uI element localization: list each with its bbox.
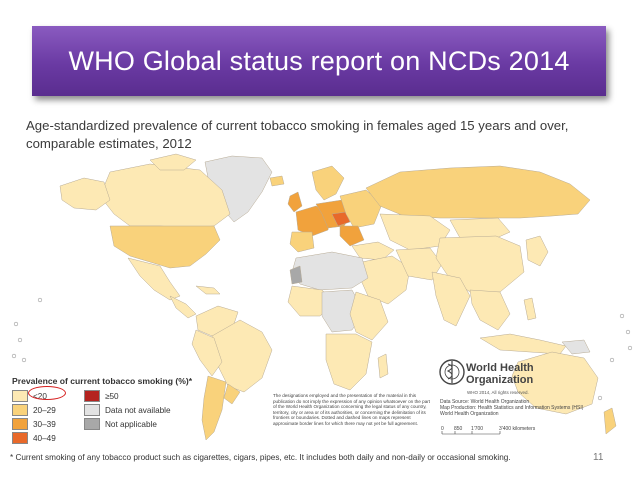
usa <box>109 225 221 269</box>
source-line: Map Production: Health Statistics and In… <box>440 405 584 411</box>
legend-swatch-not-applicable <box>84 418 100 430</box>
legend-label: Not applicable <box>105 419 157 429</box>
canada-north-islands <box>149 153 197 171</box>
east-africa <box>349 291 389 341</box>
lt20-highlight-circle <box>28 386 66 400</box>
scale-tick: 850 <box>454 426 463 432</box>
philippines <box>523 297 537 321</box>
who-rights: WHO 2014, All rights reserved. <box>467 390 529 395</box>
korea-japan <box>525 235 549 267</box>
source-line: World Health Organization <box>440 411 499 417</box>
southern-africa <box>325 333 373 391</box>
who-name: World Health Organization <box>466 362 534 386</box>
small-island-marker <box>13 321 19 327</box>
small-island-marker <box>37 297 43 303</box>
peru-bolivia <box>191 329 223 377</box>
source-line: Data Source: World Health Organization <box>440 399 530 405</box>
balkans <box>339 225 365 247</box>
indonesia <box>479 333 567 355</box>
small-island-marker <box>17 337 23 343</box>
legend-swatch-20-29 <box>12 404 28 416</box>
legend-label: 20–29 <box>33 405 56 415</box>
russia <box>365 165 591 219</box>
scale-tick: 0 <box>441 426 444 432</box>
legend-swatch-not-available <box>84 404 100 416</box>
india <box>431 271 471 327</box>
iberia <box>289 231 315 253</box>
map-disclaimer: The designations employed and the presen… <box>273 393 431 426</box>
new-zealand <box>603 407 617 435</box>
page-number: 11 <box>593 452 604 463</box>
legend-label: 40–49 <box>33 433 56 443</box>
small-island-marker <box>627 345 633 351</box>
austria-hungary <box>331 211 351 227</box>
png <box>561 339 591 355</box>
small-island-marker <box>619 313 625 319</box>
legend-label: Data not available <box>105 405 171 415</box>
map-source: Data Source: World Health Organization M… <box>440 399 620 417</box>
southern-cone <box>223 383 241 405</box>
small-island-marker <box>625 329 631 335</box>
legend-swatch-ge50 <box>84 390 100 402</box>
legend-label: ≥50 <box>105 391 119 401</box>
western-sahara <box>289 265 303 285</box>
small-island-marker <box>597 395 603 401</box>
legend-item-30-39: 30–39 <box>12 418 56 430</box>
argentina-chile <box>201 375 227 441</box>
eastern-europe <box>339 189 383 229</box>
map-heading: Age-standardized prevalence of current t… <box>26 118 569 151</box>
north-africa <box>291 251 369 291</box>
small-island-marker <box>21 357 27 363</box>
caribbean <box>195 285 221 295</box>
legend-swatch-lt20 <box>12 390 28 402</box>
legend-swatch-30-39 <box>12 418 28 430</box>
scandinavia <box>311 165 345 201</box>
turkey-caucasus <box>351 241 395 261</box>
legend-item-40-49: 40–49 <box>12 432 56 444</box>
who-logo-icon <box>439 359 465 385</box>
legend-item-ge50: ≥50 <box>84 390 119 402</box>
legend-item-not-available: Data not available <box>84 404 171 416</box>
scale-tick: 1'700 <box>471 426 484 432</box>
madagascar <box>377 353 389 379</box>
small-island-marker <box>11 353 17 359</box>
legend-title: Prevalence of current tobacco smoking (%… <box>12 376 193 386</box>
iran-afghanistan <box>395 247 443 281</box>
alaska <box>59 177 111 211</box>
uk-ireland <box>287 191 303 213</box>
small-island-marker <box>609 357 615 363</box>
southeast-asia <box>469 289 511 331</box>
legend-label: 30–39 <box>33 419 56 429</box>
legend-swatch-40-49 <box>12 432 28 444</box>
australia <box>511 351 599 415</box>
mexico <box>127 257 181 301</box>
title-banner: WHO Global status report on NCDs 2014 <box>32 26 606 96</box>
mongolia <box>449 217 511 241</box>
legend-item-20-29: 20–29 <box>12 404 56 416</box>
slide-title: WHO Global status report on NCDs 2014 <box>68 45 570 76</box>
scale-tick: 3'400 kilometers <box>499 426 536 432</box>
central-america <box>169 295 197 319</box>
brazil <box>211 319 273 393</box>
iceland <box>269 175 285 187</box>
who-name-line1: World Health <box>466 362 534 374</box>
legend-item-not-applicable: Not applicable <box>84 418 157 430</box>
footnote: * Current smoking of any tobacco product… <box>10 453 511 462</box>
who-name-line2: Organization <box>466 374 534 386</box>
